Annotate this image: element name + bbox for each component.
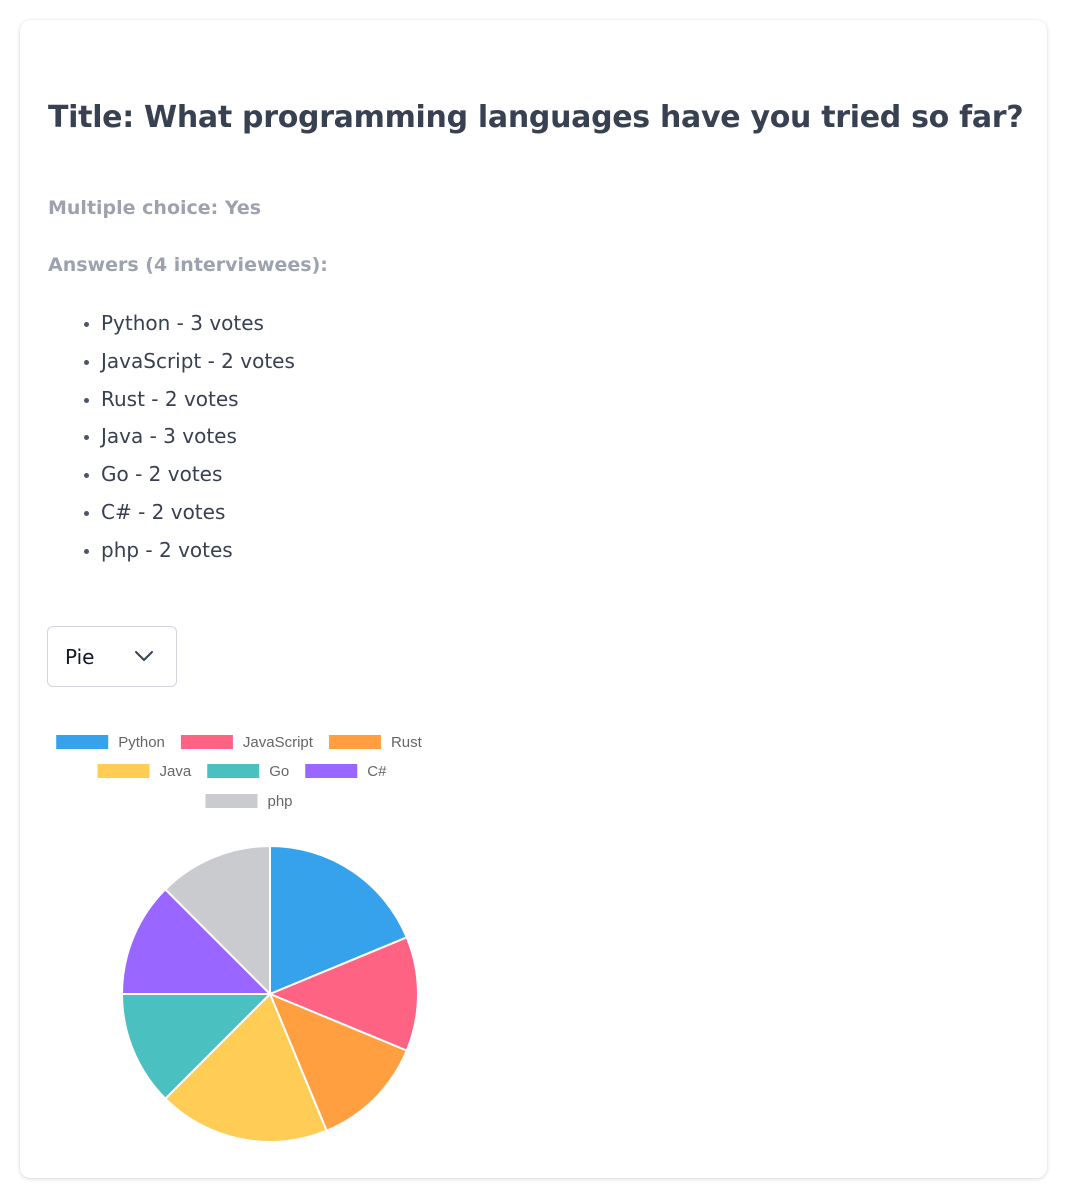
chart-type-select[interactable]: Pie [47,626,177,687]
pie-slice-php[interactable] [163,844,271,997]
answer-item: JavaScript - 2 votes [101,343,295,381]
legend-label: php [267,793,292,810]
legend-swatch [328,735,381,749]
multiple-choice-info: Multiple choice: Yes [48,197,262,219]
pie-slice-c-[interactable] [120,887,273,995]
answers-heading: Answers (4 interviewees): [48,254,328,276]
legend-label: Python [118,734,165,751]
legend-item-python[interactable]: Python [56,734,165,751]
poll-result-card: Title: What programming languages have y… [20,20,1047,1178]
legend-item-rust[interactable]: Rust [328,734,423,751]
pie-slice-rust[interactable] [268,992,409,1133]
legend-label: Java [160,763,192,780]
pie-slice-go[interactable] [120,993,273,1101]
answer-item: Rust - 2 votes [101,381,295,419]
chart-type-value: Pie [65,645,95,669]
chevron-down-icon [135,651,153,661]
legend-swatch [56,735,109,749]
legend-label: JavaScript [243,734,314,751]
pie-slice-python[interactable] [269,844,409,996]
pie-slice-javascript[interactable] [267,936,419,1052]
legend-swatch [205,794,258,808]
question-title: Title: What programming languages have y… [48,100,1024,135]
pie-chart: Python JavaScript Rust Java Go C# php [56,734,423,1143]
legend-swatch [305,764,358,778]
legend-swatch [97,764,150,778]
answer-item: Go - 2 votes [101,456,295,494]
answer-item: php - 2 votes [101,532,295,570]
legend-item-java[interactable]: Java [97,763,192,780]
pie-slice-java[interactable] [163,992,328,1143]
legend-label: Rust [391,734,423,751]
legend-swatch [207,764,260,778]
legend-item-go[interactable]: Go [207,763,289,780]
legend-label: C# [367,763,387,780]
answer-item: Java - 3 votes [101,418,295,456]
legend-item-php[interactable]: php [205,793,293,810]
legend-item-c-[interactable]: C# [305,763,387,780]
answer-list: Python - 3 votes JavaScript - 2 votes Ru… [48,305,295,570]
answer-item: Python - 3 votes [101,305,295,343]
answer-item: C# - 2 votes [101,494,295,532]
legend-item-javascript[interactable]: JavaScript [180,734,314,751]
legend-swatch [180,735,233,749]
legend-label: Go [269,763,289,780]
